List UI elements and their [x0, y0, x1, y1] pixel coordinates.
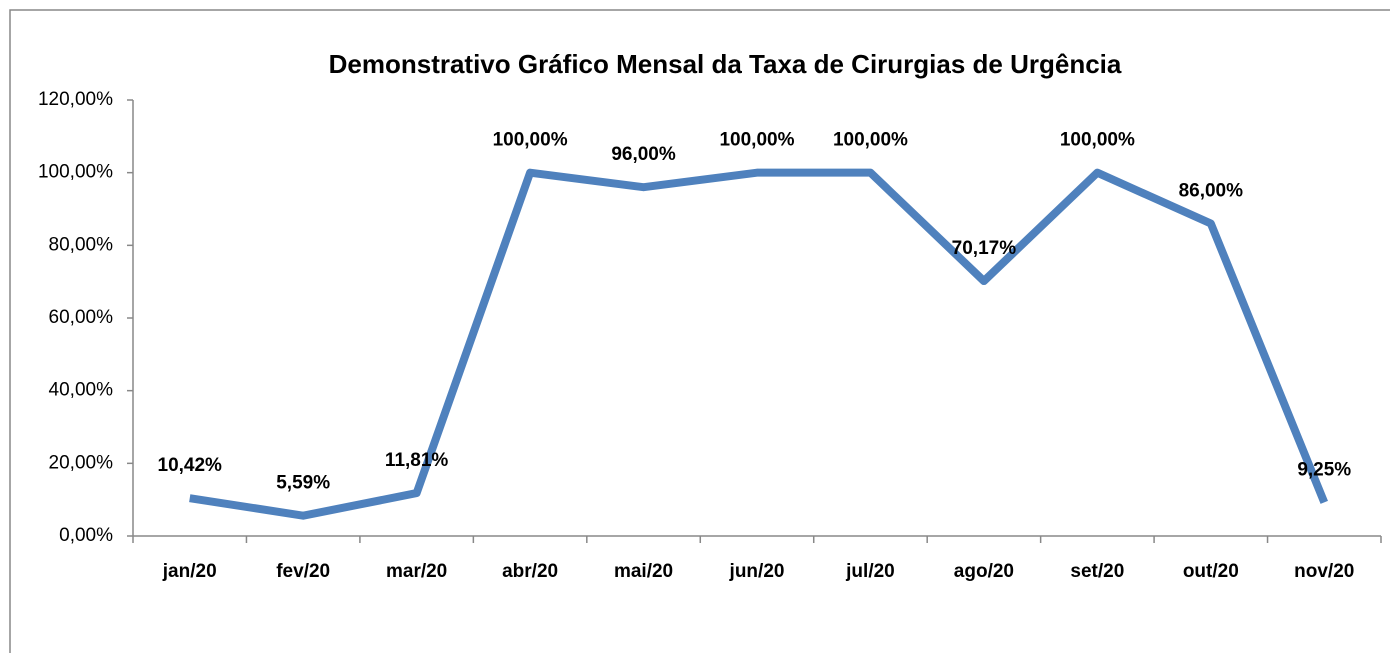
x-tick-label: jun/20	[729, 561, 785, 582]
x-tick-label: ago/20	[954, 561, 1014, 582]
data-label: 96,00%	[611, 144, 676, 165]
x-tick-label: fev/20	[276, 561, 330, 582]
data-label: 100,00%	[719, 130, 794, 151]
y-tick-label: 20,00%	[49, 452, 114, 473]
y-tick-label: 120,00%	[38, 89, 113, 110]
x-tick-label: set/20	[1070, 561, 1124, 582]
x-tick-label: abr/20	[502, 561, 558, 582]
x-tick-label: nov/20	[1294, 561, 1354, 582]
y-tick-label: 100,00%	[38, 162, 113, 183]
x-tick-label: jan/20	[162, 561, 217, 582]
x-tick-label: mar/20	[386, 561, 447, 582]
data-label: 70,17%	[952, 238, 1017, 259]
data-label: 86,00%	[1179, 181, 1244, 202]
data-label: 100,00%	[833, 130, 908, 151]
data-label: 100,00%	[493, 130, 568, 151]
chart-title: Demonstrativo Gráfico Mensal da Taxa de …	[329, 49, 1122, 79]
data-label: 100,00%	[1060, 130, 1135, 151]
x-tick-label: jul/20	[845, 561, 895, 582]
data-line	[189, 168, 1328, 520]
y-tick-label: 60,00%	[49, 307, 114, 328]
data-label: 5,59%	[276, 473, 330, 494]
data-label: 10,42%	[158, 455, 223, 476]
y-tick-label: 80,00%	[49, 234, 114, 255]
y-tick-label: 40,00%	[49, 380, 114, 401]
data-label: 9,25%	[1297, 459, 1351, 480]
x-tick-label: out/20	[1183, 561, 1239, 582]
x-tick-label: mai/20	[614, 561, 673, 582]
y-tick-label: 0,00%	[59, 525, 113, 546]
data-label: 11,81%	[385, 450, 448, 471]
chart-border	[9, 9, 1390, 653]
